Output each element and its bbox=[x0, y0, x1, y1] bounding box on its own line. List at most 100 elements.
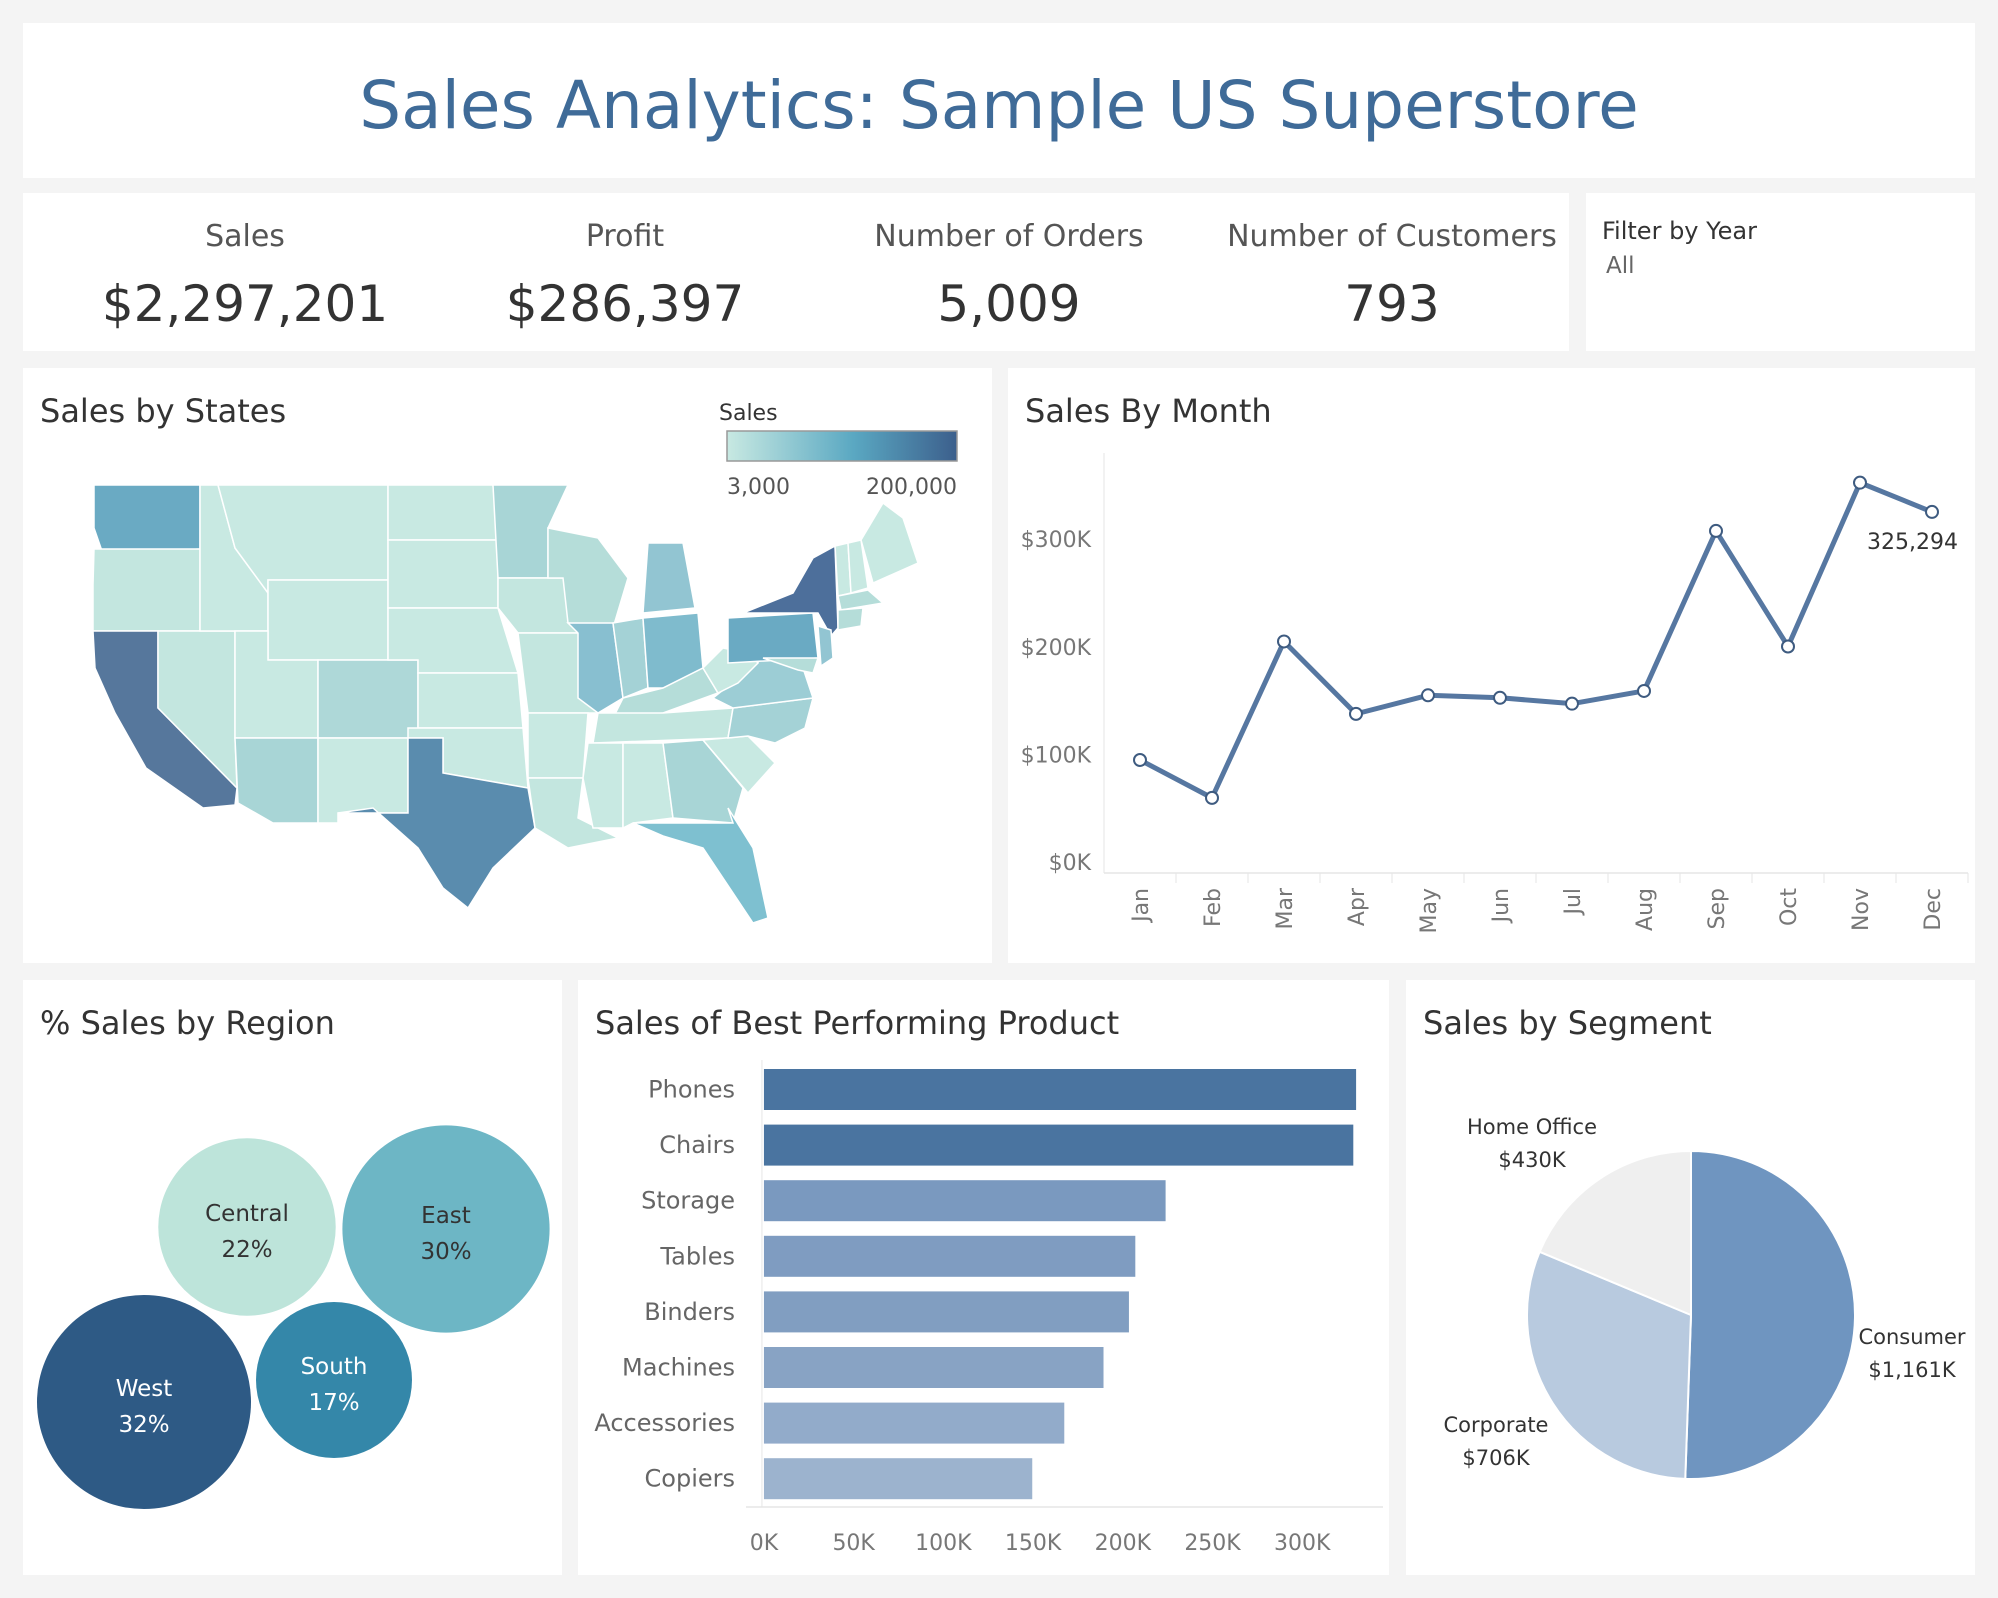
x-tick-label: Jan bbox=[1129, 888, 1154, 924]
line-annotation: 325,294 bbox=[1867, 530, 1958, 555]
state-mississippi[interactable] bbox=[582, 742, 624, 829]
bubble-value-label: 30% bbox=[420, 1239, 471, 1265]
x-tick-label: May bbox=[1417, 888, 1442, 933]
state-colorado[interactable] bbox=[317, 659, 419, 739]
us-map bbox=[92, 484, 919, 924]
state-oregon[interactable] bbox=[92, 548, 201, 632]
bubble-west[interactable] bbox=[37, 1295, 251, 1509]
line-point[interactable] bbox=[1205, 790, 1219, 805]
kpi-label: Number of Orders bbox=[874, 219, 1144, 254]
bubble-south[interactable] bbox=[256, 1302, 412, 1458]
month-panel: Sales By Month $0K $100K $200K $300K Jan Feb M… bbox=[1008, 368, 1975, 963]
category-label: Accessories bbox=[594, 1409, 735, 1437]
pie-slice-consumer[interactable] bbox=[1684, 1149, 1856, 1480]
state-texas[interactable] bbox=[337, 737, 536, 910]
state-alabama[interactable] bbox=[622, 742, 674, 830]
category-label: Chairs bbox=[659, 1131, 735, 1159]
state-washington[interactable] bbox=[93, 484, 201, 555]
category-label: Tables bbox=[659, 1242, 735, 1270]
bar[interactable] bbox=[763, 1347, 1104, 1388]
line-point[interactable] bbox=[1349, 706, 1363, 721]
pie-slice-corporate[interactable] bbox=[1526, 1250, 1693, 1480]
bubble-central[interactable] bbox=[158, 1138, 336, 1316]
bubble-value-label: 32% bbox=[118, 1412, 169, 1438]
line-point[interactable] bbox=[1709, 523, 1723, 538]
kpi-value: 5,009 bbox=[937, 275, 1081, 333]
legend-max-label: 200,000 bbox=[866, 475, 957, 500]
state-tennessee[interactable] bbox=[592, 707, 734, 744]
state-wyoming[interactable] bbox=[267, 579, 389, 661]
x-tick-label: Jul bbox=[1561, 888, 1586, 917]
bubble-name-label: South bbox=[301, 1354, 368, 1380]
bar[interactable] bbox=[763, 1458, 1033, 1500]
kpi-value: $2,297,201 bbox=[101, 275, 389, 333]
kpi-panel: Sales $2,297,201 Profit $286,397 Number … bbox=[23, 193, 1569, 351]
category-label: Machines bbox=[622, 1354, 735, 1382]
bubble-chart: Central 22% East 30% West 32% South 17% bbox=[37, 1125, 550, 1509]
year-filter-select[interactable]: All bbox=[1606, 253, 1635, 279]
x-tick-label: Feb bbox=[1201, 888, 1226, 927]
line-point[interactable] bbox=[1421, 688, 1435, 703]
line-point[interactable] bbox=[1853, 475, 1867, 490]
filter-title: Filter by Year bbox=[1602, 217, 1757, 245]
state-new-hampshire[interactable] bbox=[847, 539, 869, 594]
category-label: Phones bbox=[648, 1076, 735, 1104]
title-panel: Sales Analytics: Sample US Superstore bbox=[23, 23, 1975, 178]
line-point[interactable] bbox=[1781, 639, 1795, 654]
state-georgia[interactable] bbox=[662, 739, 744, 824]
kpi-value: 793 bbox=[1344, 275, 1440, 333]
line-point[interactable] bbox=[1493, 690, 1507, 705]
bubble-value-label: 22% bbox=[221, 1237, 272, 1263]
state-florida[interactable] bbox=[632, 807, 769, 924]
panel-title: Sales by Segment bbox=[1423, 1004, 1712, 1042]
line-point[interactable] bbox=[1565, 696, 1579, 711]
bubble-east[interactable] bbox=[342, 1125, 550, 1333]
bubble-name-label: East bbox=[421, 1203, 471, 1229]
filter-panel: Filter by Year All bbox=[1586, 193, 1975, 351]
bubble-name-label: West bbox=[116, 1376, 173, 1402]
bar[interactable] bbox=[763, 1069, 1357, 1110]
pie-slice-home-office[interactable] bbox=[1538, 1149, 1692, 1317]
pie-chart: Consumer $1,161K Corporate $706K Home Office… bbox=[1444, 1115, 1966, 1480]
line-chart: $0K $100K $200K $300K Jan Feb Mar Apr May Jun Jul A… bbox=[1021, 453, 1969, 933]
x-tick-label: Aug bbox=[1633, 888, 1658, 931]
x-tick-label: 50K bbox=[832, 1531, 875, 1556]
category-label: Storage bbox=[641, 1187, 735, 1215]
state-kansas[interactable] bbox=[417, 672, 524, 729]
map-panel: Sales by States Sales 3,000 200,000 bbox=[23, 368, 992, 963]
x-tick-label: Oct bbox=[1777, 888, 1802, 926]
state-maryland[interactable] bbox=[762, 657, 820, 674]
category-label: Binders bbox=[644, 1298, 735, 1326]
state-arkansas[interactable] bbox=[527, 712, 589, 779]
state-arizona[interactable] bbox=[234, 737, 319, 824]
state-michigan[interactable] bbox=[642, 542, 696, 614]
line-point[interactable] bbox=[1925, 504, 1939, 519]
state-new-york[interactable] bbox=[742, 544, 839, 638]
state-maine[interactable] bbox=[860, 501, 919, 585]
bubble-value-label: 17% bbox=[308, 1390, 359, 1416]
state-north-dakota[interactable] bbox=[387, 484, 499, 541]
state-south-dakota[interactable] bbox=[387, 539, 499, 609]
state-new-jersey[interactable] bbox=[817, 624, 834, 668]
state-massachusetts[interactable] bbox=[837, 589, 885, 611]
bar[interactable] bbox=[763, 1402, 1065, 1444]
slice-value-label: $430K bbox=[1498, 1148, 1566, 1172]
line-point[interactable] bbox=[1277, 634, 1291, 649]
bar[interactable] bbox=[763, 1180, 1166, 1222]
x-tick-label: 150K bbox=[1005, 1531, 1062, 1556]
bar[interactable] bbox=[763, 1291, 1129, 1333]
line-point[interactable] bbox=[1133, 753, 1147, 768]
line-point[interactable] bbox=[1637, 683, 1651, 698]
x-tick-label: Dec bbox=[1921, 888, 1946, 931]
state-pennsylvania[interactable] bbox=[727, 612, 819, 664]
x-tick-label: Jun bbox=[1489, 888, 1514, 924]
bar[interactable] bbox=[763, 1235, 1136, 1277]
bar[interactable] bbox=[763, 1124, 1354, 1166]
y-tick-label: $0K bbox=[1049, 851, 1092, 876]
y-tick-label: $100K bbox=[1021, 744, 1092, 769]
legend-min-label: 3,000 bbox=[727, 475, 790, 500]
slice-value-label: $1,161K bbox=[1868, 1358, 1956, 1382]
state-connecticut[interactable] bbox=[837, 607, 864, 631]
kpi-label: Sales bbox=[205, 219, 285, 254]
legend-gradient bbox=[726, 430, 958, 462]
